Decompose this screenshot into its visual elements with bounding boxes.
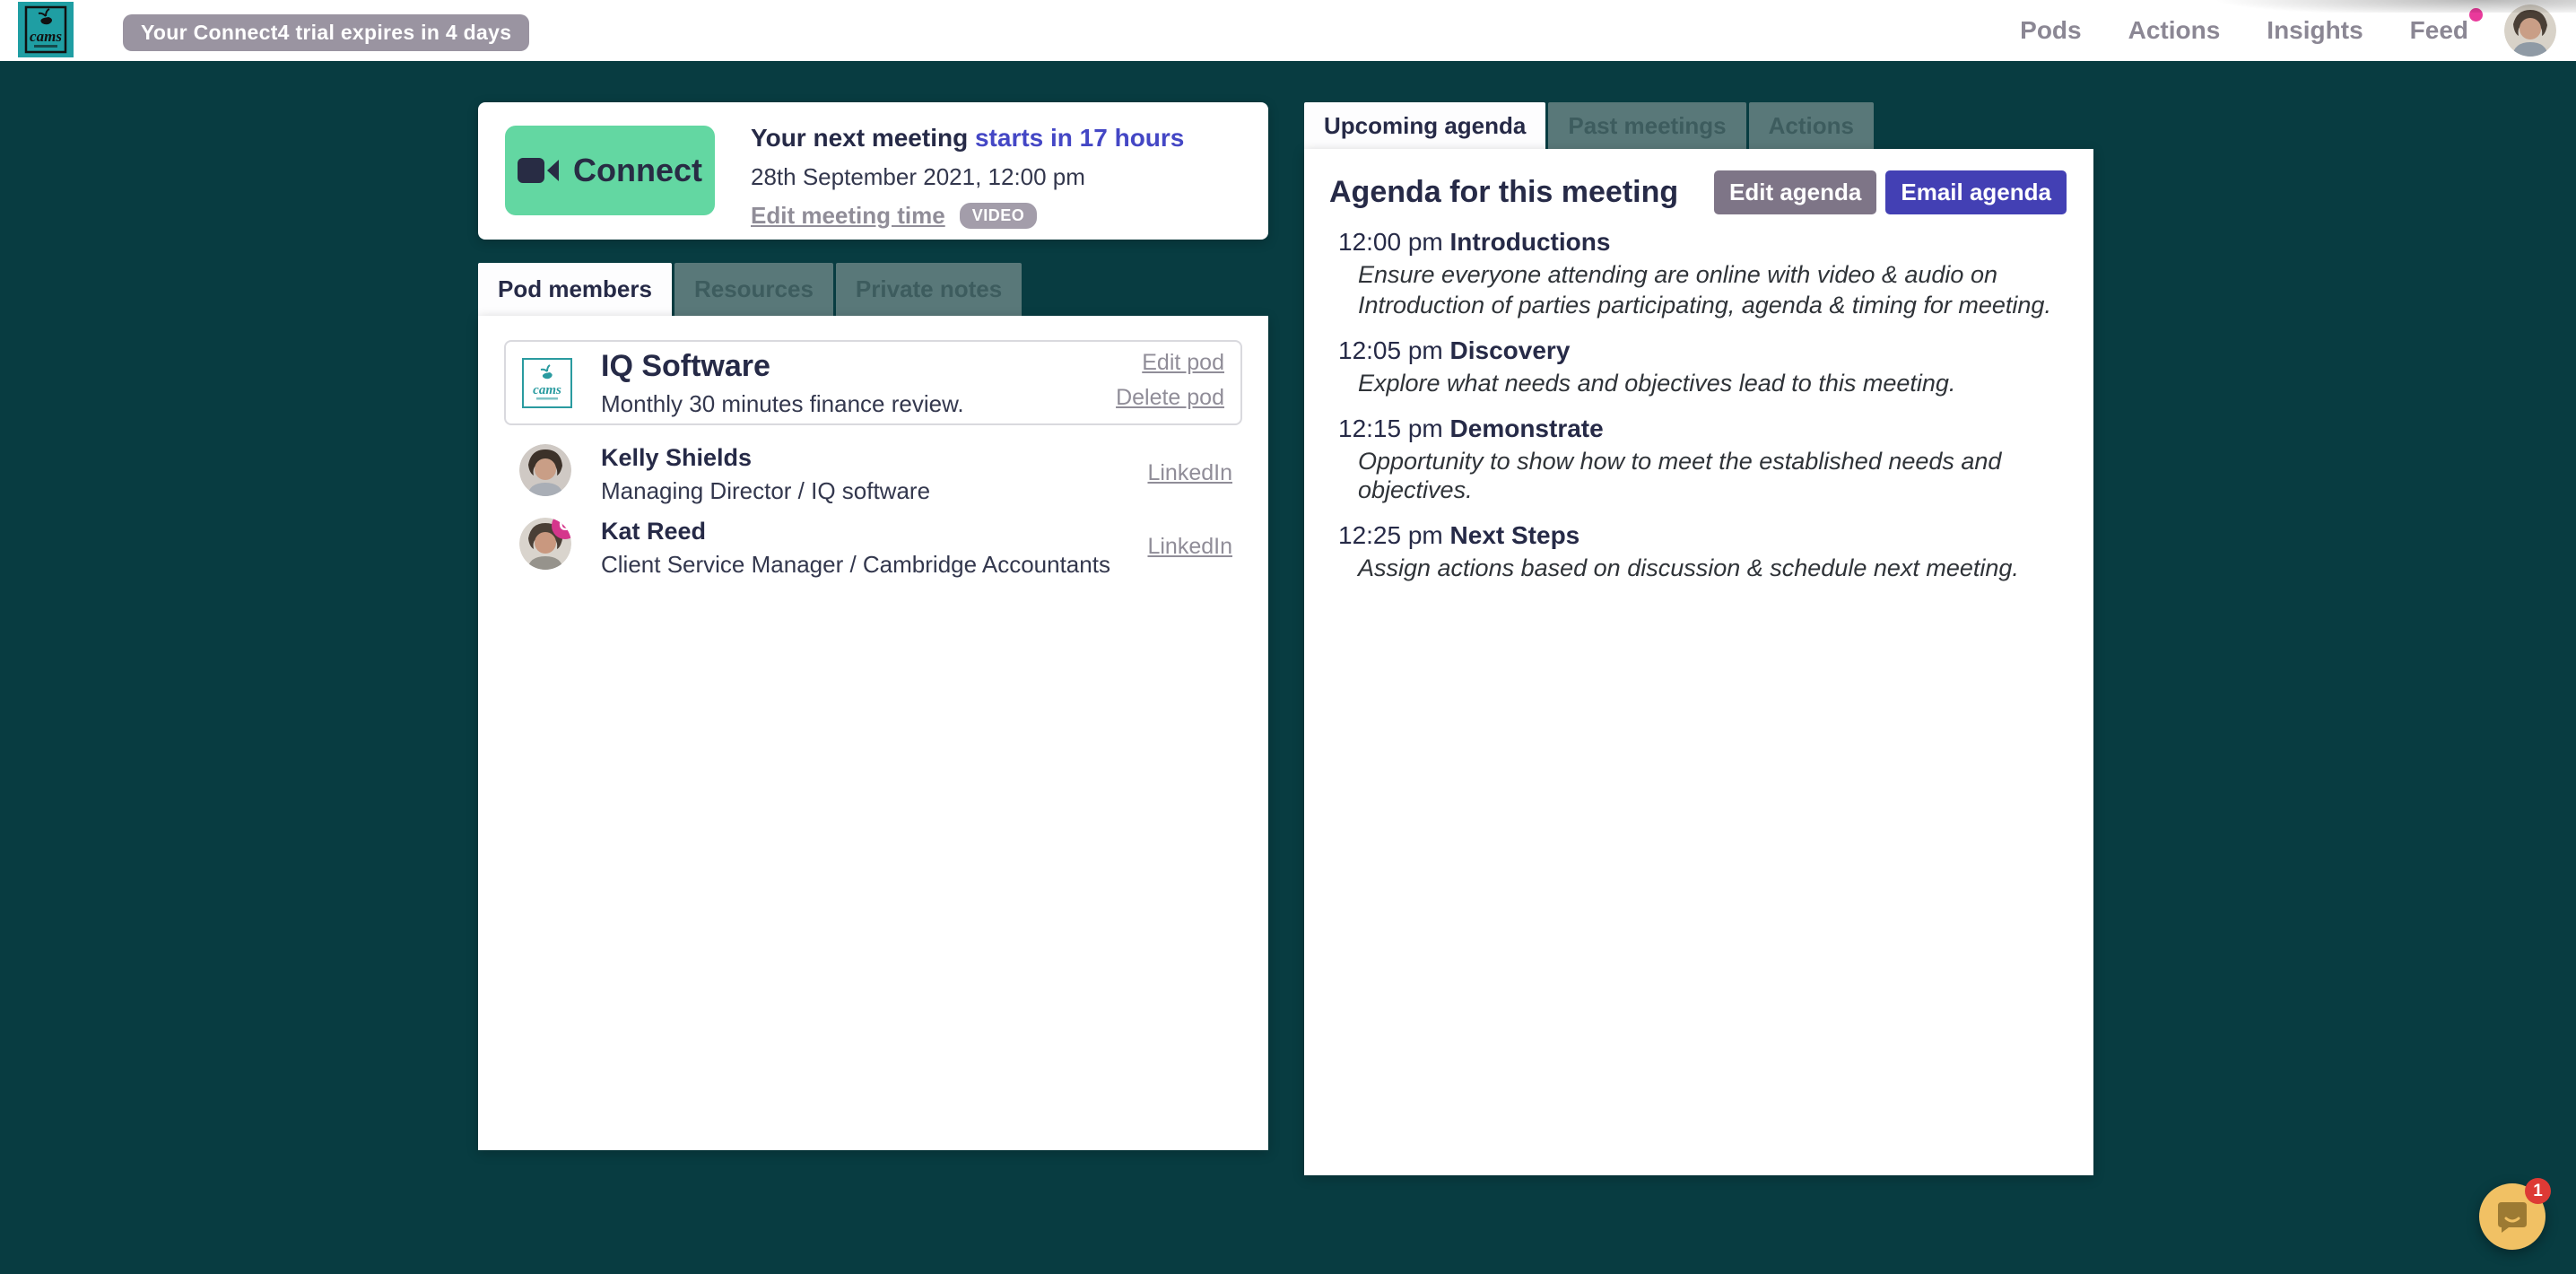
company-logo[interactable]: cams xyxy=(18,2,74,57)
tab-pod-members[interactable]: Pod members xyxy=(478,263,672,316)
next-meeting-line: Your next meeting starts in 17 hours xyxy=(751,124,1184,153)
next-meeting-prefix: Your next meeting xyxy=(751,124,975,152)
nav-item-feed[interactable]: Feed xyxy=(2410,8,2483,45)
agenda-item: 12:15 pm Demonstrate Opportunity to show … xyxy=(1338,413,2058,504)
edit-pod-link[interactable]: Edit pod xyxy=(1142,350,1224,375)
agenda-item-description: Introduction of parties participating, a… xyxy=(1358,292,2051,318)
member-row: C Kat Reed Client Service Manager / Cambri… xyxy=(519,518,1232,578)
linkedin-link[interactable]: LinkedIn xyxy=(1147,460,1232,485)
agenda-item-time: 12:05 pm xyxy=(1338,336,1450,364)
agenda-item-title: Introductions xyxy=(1449,228,1611,256)
cams-logo-icon: cams xyxy=(18,2,74,57)
connected-badge: C xyxy=(552,518,571,539)
agenda-item-time: 12:00 pm xyxy=(1338,228,1450,256)
agenda-item-title: Demonstrate xyxy=(1449,414,1604,442)
member-name: Kelly Shields xyxy=(601,444,753,471)
member-avatar: C xyxy=(519,518,571,570)
member-avatar-image xyxy=(519,444,571,496)
tab-upcoming-agenda[interactable]: Upcoming agenda xyxy=(1304,102,1546,149)
agenda-item-heading: 12:25 pm Next Steps xyxy=(1338,519,2058,552)
pod-description: Monthly 30 minutes finance review. xyxy=(601,390,964,417)
agenda-item-description: Opportunity to show how to meet the esta… xyxy=(1358,448,2002,503)
pod-logo: cams xyxy=(522,358,572,408)
nav-item-pods[interactable]: Pods xyxy=(2020,16,2082,44)
nav-item-insights[interactable]: Insights xyxy=(2267,16,2363,44)
linkedin-link[interactable]: LinkedIn xyxy=(1147,534,1232,559)
meeting-tabs: Upcoming agenda Past meetings Actions xyxy=(1304,102,1874,149)
connect-button[interactable]: Connect xyxy=(505,126,715,215)
primary-nav: Pods Actions Insights Feed xyxy=(2020,0,2483,61)
chat-bubble-icon xyxy=(2498,1202,2527,1233)
agenda-header: Agenda for this meeting Edit agenda Emai… xyxy=(1329,170,2067,214)
chat-launcher[interactable]: 1 xyxy=(2479,1178,2551,1250)
top-header: cams Your Connect4 trial expires in 4 da… xyxy=(0,0,2576,61)
email-agenda-button[interactable]: Email agenda xyxy=(1885,170,2067,214)
agenda-item: 12:05 pm Discovery Explore what needs and… xyxy=(1338,335,2058,397)
agenda-item-heading: 12:15 pm Demonstrate xyxy=(1338,413,2058,445)
feed-notification-dot xyxy=(2469,8,2483,22)
agenda-item-title: Next Steps xyxy=(1449,521,1580,549)
pod-members-panel: cams IQ Software Monthly 30 minutes fina… xyxy=(478,316,1268,1150)
agenda-item-time: 12:15 pm xyxy=(1338,414,1450,442)
meeting-type-badge: VIDEO xyxy=(959,203,1038,229)
user-avatar[interactable] xyxy=(2504,4,2556,57)
next-meeting-card: Connect Your next meeting starts in 17 h… xyxy=(478,102,1268,240)
agenda-list: 12:00 pm Introductions Ensure everyone at… xyxy=(1338,226,2058,598)
member-role: Client Service Manager / Cambridge Accou… xyxy=(601,551,1110,578)
next-meeting-countdown: starts in 17 hours xyxy=(974,124,1185,152)
tab-private-notes[interactable]: Private notes xyxy=(835,263,1023,316)
meeting-info: Your next meeting starts in 17 hours 28t… xyxy=(751,124,1184,230)
tab-resources[interactable]: Resources xyxy=(674,263,833,316)
agenda-item: 12:00 pm Introductions Ensure everyone at… xyxy=(1338,226,2058,319)
meeting-actions-row: Edit meeting time VIDEO xyxy=(751,202,1184,230)
user-avatar-image xyxy=(2504,4,2556,57)
agenda-buttons: Edit agenda Email agenda xyxy=(1714,170,2067,214)
agenda-title: Agenda for this meeting xyxy=(1329,175,1679,209)
pod-links: Edit pod Delete pod xyxy=(1116,350,1224,411)
svg-text:cams: cams xyxy=(533,383,561,397)
svg-text:cams: cams xyxy=(30,28,62,45)
agenda-item-heading: 12:00 pm Introductions xyxy=(1338,226,2058,258)
meeting-datetime: 28th September 2021, 12:00 pm xyxy=(751,163,1085,190)
agenda-item-description: Explore what needs and objectives lead t… xyxy=(1358,370,1956,397)
agenda-item-description: Ensure everyone attending are online wit… xyxy=(1358,261,1997,288)
agenda-item-description: Assign actions based on discussion & sch… xyxy=(1358,554,2019,581)
member-avatar xyxy=(519,444,571,496)
member-row: Kelly Shields Managing Director / IQ soft… xyxy=(519,444,1232,504)
agenda-item: 12:25 pm Next Steps Assign actions based … xyxy=(1338,519,2058,582)
agenda-item-title: Discovery xyxy=(1449,336,1571,364)
header-shadow xyxy=(2038,0,2576,13)
connect-button-label: Connect xyxy=(573,152,702,188)
agenda-item-time: 12:25 pm xyxy=(1338,521,1450,549)
nav-item-actions[interactable]: Actions xyxy=(2128,16,2221,44)
video-camera-icon xyxy=(518,158,559,183)
edit-agenda-button[interactable]: Edit agenda xyxy=(1714,170,1877,214)
pod-tabs: Pod members Resources Private notes xyxy=(478,263,1023,316)
trial-banner: Your Connect4 trial expires in 4 days xyxy=(123,14,530,51)
tab-past-meetings[interactable]: Past meetings xyxy=(1548,102,1746,149)
delete-pod-link[interactable]: Delete pod xyxy=(1116,385,1224,410)
pod-summary-card: cams IQ Software Monthly 30 minutes fina… xyxy=(504,340,1242,425)
unread-count-badge: 1 xyxy=(2525,1178,2551,1204)
member-name: Kat Reed xyxy=(601,518,707,545)
cams-pod-logo-icon: cams xyxy=(524,360,570,406)
tab-actions[interactable]: Actions xyxy=(1748,102,1874,149)
agenda-item-heading: 12:05 pm Discovery xyxy=(1338,335,2058,367)
member-role: Managing Director / IQ software xyxy=(601,477,931,504)
agenda-panel: Agenda for this meeting Edit agenda Emai… xyxy=(1304,149,2093,1175)
edit-meeting-time-link[interactable]: Edit meeting time xyxy=(751,202,945,229)
pod-name: IQ Software xyxy=(601,349,770,383)
